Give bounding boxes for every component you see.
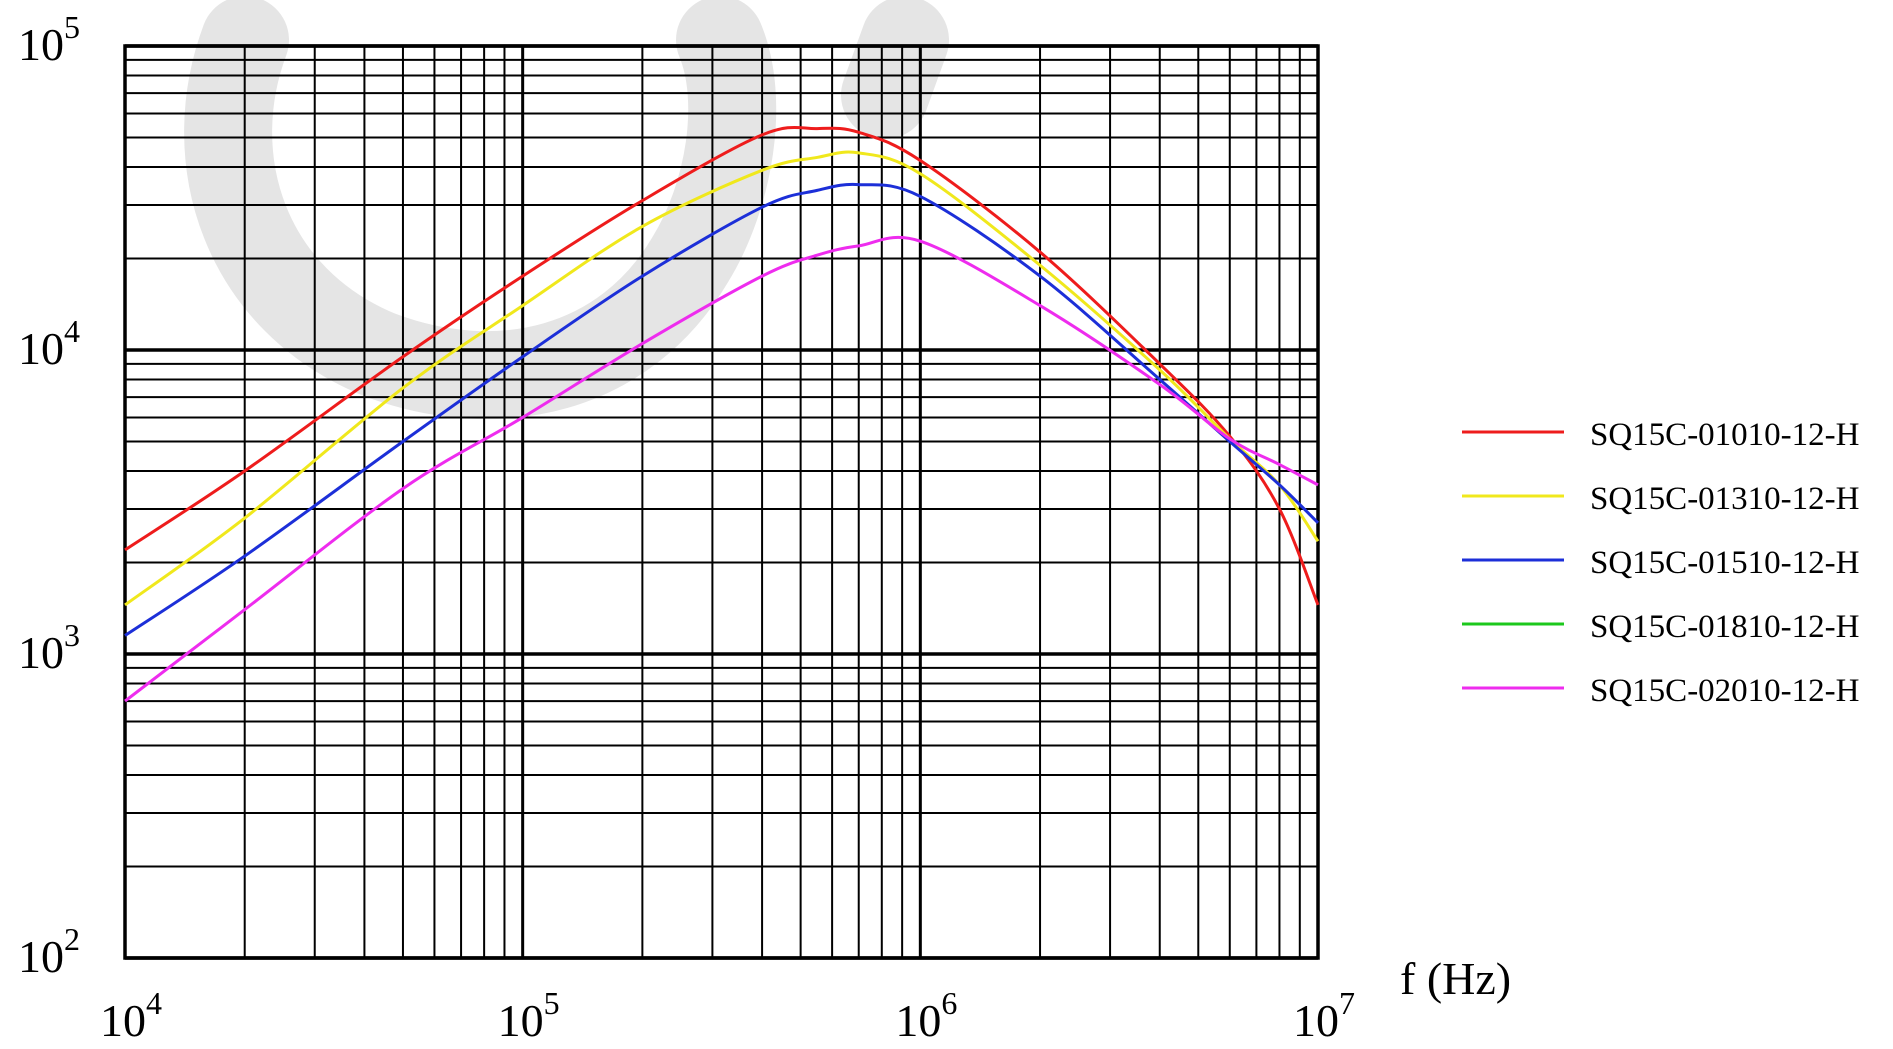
- y-tick-label: 102: [18, 921, 80, 982]
- x-tick-label: 106: [895, 985, 957, 1046]
- legend-label-2: SQ15C-01310-12-H: [1590, 481, 1860, 517]
- x-tick-label: 107: [1293, 985, 1355, 1046]
- series-line-2: [124, 150, 1320, 607]
- x-tick-label: 105: [498, 985, 560, 1046]
- x-axis-label: f (Hz): [1400, 953, 1511, 1004]
- series-line-1: [124, 125, 1320, 606]
- axis-tick-labels: 102 103 104 105 104 105 106 107: [18, 9, 1355, 1046]
- y-tick-label: 104: [18, 313, 80, 374]
- legend-label-5: SQ15C-02010-12-H: [1590, 673, 1860, 709]
- plot-frame: [123, 44, 1320, 960]
- x-tick-label: 104: [100, 985, 162, 1046]
- y-tick-label: 105: [18, 9, 80, 70]
- y-tick-label: 103: [18, 617, 80, 678]
- plot-grid: [123, 44, 1320, 960]
- legend-label-3: SQ15C-01510-12-H: [1590, 545, 1860, 581]
- series-lines: [124, 125, 1320, 703]
- legend-label-4: SQ15C-01810-12-H: [1590, 609, 1860, 645]
- legend: SQ15C-01010-12-H SQ15C-01310-12-H SQ15C-01…: [1462, 417, 1860, 709]
- series-line-5: [124, 235, 1319, 703]
- legend-label-1: SQ15C-01010-12-H: [1590, 417, 1860, 453]
